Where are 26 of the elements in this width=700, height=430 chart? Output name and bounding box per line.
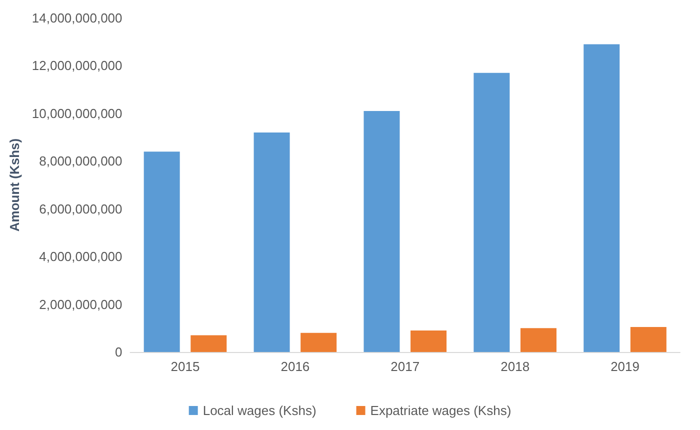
y-tick-label: 10,000,000,000: [32, 106, 122, 121]
x-tick-label: 2017: [390, 359, 420, 374]
bar: [364, 111, 400, 352]
bar: [410, 330, 447, 352]
x-tick-label: 2019: [610, 359, 640, 374]
bar: [300, 332, 337, 352]
x-tick-label: 2018: [500, 359, 530, 374]
y-axis-title: Amount (Kshs): [7, 138, 22, 232]
x-tick-label: 2016: [280, 359, 310, 374]
y-tick-label: 2,000,000,000: [39, 296, 122, 312]
y-tick-label: 0: [115, 344, 122, 360]
bar: [520, 328, 556, 352]
bar: [474, 72, 510, 352]
bar: [144, 152, 180, 352]
bar: [190, 335, 227, 352]
bar: [254, 132, 290, 352]
bar: [630, 326, 666, 352]
x-tick-label: 2015: [170, 359, 200, 374]
y-tick-label: 8,000,000,000: [39, 154, 122, 169]
y-tick-label: 14,000,000,000: [32, 10, 122, 26]
legend-label: Local wages (Kshs): [202, 403, 316, 418]
legend-label: Expatriate wages (Kshs): [370, 403, 512, 418]
y-tick-label: 6,000,000,000: [39, 201, 122, 216]
bar: [584, 44, 620, 352]
y-tick-label: 4,000,000,000: [39, 249, 122, 264]
y-tick-label: 12,000,000,000: [32, 58, 122, 74]
